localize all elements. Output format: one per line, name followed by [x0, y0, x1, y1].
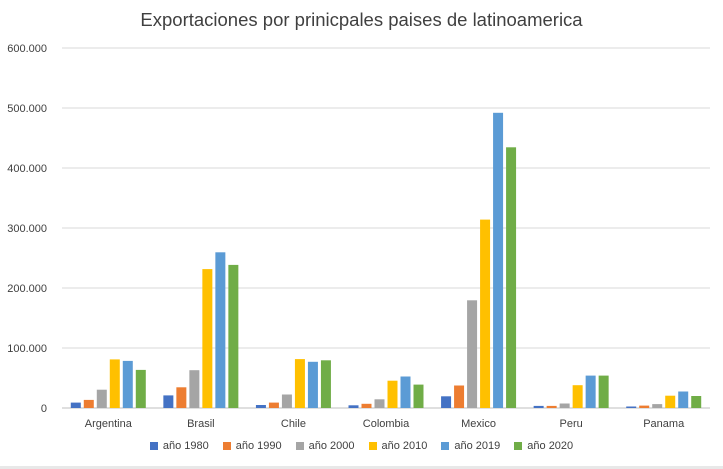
- bar-brasil-año-2010: [202, 269, 213, 408]
- legend-swatch: [222, 442, 231, 450]
- bar-chile-año-1990: [268, 402, 279, 408]
- bar-peru-año-2020: [598, 375, 609, 408]
- legend-label: año 2019: [454, 440, 501, 452]
- y-tick-label: 0: [41, 403, 47, 415]
- bar-argentina-año-2000: [96, 389, 107, 408]
- y-tick-label: 600.000: [7, 43, 47, 55]
- x-tick-label: Peru: [560, 418, 583, 430]
- legend: año 1980 año 1990 año 2000 año 2010 año 2019…: [0, 440, 723, 452]
- bar-panama-año-2010: [665, 395, 676, 408]
- x-tick-label: Colombia: [363, 418, 410, 430]
- bar-brasil-año-1980: [163, 395, 174, 408]
- bar-argentina-año-1980: [70, 402, 81, 408]
- bar-peru-año-2010: [572, 385, 583, 408]
- bar-mexico-año-1980: [441, 396, 452, 408]
- bar-panama-año-1990: [639, 405, 650, 408]
- bar-argentina-año-2019: [122, 360, 133, 408]
- bar-mexico-año-2010: [480, 219, 491, 408]
- y-tick-label: 200.000: [7, 283, 47, 295]
- x-tick-label: Mexico: [461, 418, 496, 430]
- bar-colombia-año-2020: [413, 384, 424, 408]
- bar-chile-año-2000: [281, 394, 292, 408]
- bar-chile-año-2010: [294, 359, 305, 408]
- legend-label: año 2000: [308, 440, 355, 452]
- legend-label: año 1980: [162, 440, 209, 452]
- bar-colombia-año-2000: [374, 399, 385, 408]
- legend-item: año 2019: [441, 440, 500, 452]
- bar-mexico-año-1990: [454, 385, 465, 408]
- y-tick-label: 500.000: [7, 103, 47, 115]
- bar-panama-año-2000: [652, 404, 663, 408]
- x-tick-label: Brasil: [187, 418, 215, 430]
- bar-mexico-año-2020: [506, 147, 517, 409]
- legend-swatch: [368, 442, 377, 450]
- legend-swatch: [514, 442, 523, 450]
- bar-argentina-año-2010: [109, 359, 120, 408]
- bar-chile-año-2019: [307, 361, 318, 408]
- bar-argentina-año-1990: [83, 399, 94, 408]
- x-tick-label: Chile: [281, 418, 306, 430]
- legend-item: año 1990: [222, 440, 282, 452]
- legend-swatch: [149, 442, 158, 450]
- bar-brasil-año-1990: [176, 387, 187, 408]
- bar-colombia-año-2019: [400, 376, 411, 408]
- bar-brasil-año-2019: [215, 252, 226, 408]
- bar-panama-año-2019: [678, 391, 689, 408]
- bar-brasil-año-2020: [228, 264, 239, 408]
- legend-item: año 2000: [295, 440, 355, 452]
- legend-item: año 2010: [368, 440, 428, 452]
- bar-mexico-año-2000: [467, 300, 478, 408]
- legend-swatch: [441, 442, 450, 450]
- bar-colombia-año-1980: [348, 405, 359, 408]
- bar-mexico-año-2019: [493, 112, 504, 409]
- bar-peru-año-2000: [559, 403, 570, 408]
- legend-label: año 2020: [527, 440, 574, 452]
- bar-peru-año-1980: [533, 405, 544, 408]
- bar-panama-año-2020: [691, 396, 702, 408]
- bar-brasil-año-2000: [189, 370, 200, 408]
- bottom-divider: [0, 466, 723, 469]
- y-tick-label: 400.000: [7, 163, 47, 175]
- x-tick-label: Panama: [643, 418, 685, 430]
- y-tick-label: 100.000: [7, 343, 47, 355]
- bar-chile-año-1980: [255, 405, 266, 408]
- bar-colombia-año-2010: [387, 380, 398, 408]
- bar-colombia-año-1990: [361, 403, 372, 408]
- legend-item: año 1980: [149, 440, 209, 452]
- bar-argentina-año-2020: [135, 369, 146, 408]
- bar-chile-año-2020: [320, 360, 331, 408]
- legend-item: año 2020: [514, 440, 573, 452]
- bar-panama-año-1980: [626, 406, 637, 408]
- y-tick-label: 300.000: [7, 223, 47, 235]
- x-tick-label: Argentina: [85, 418, 133, 430]
- bar-peru-año-1990: [546, 405, 557, 408]
- chart-title: Exportaciones por prinicpales paises de …: [140, 9, 583, 30]
- legend-swatch: [295, 442, 304, 450]
- legend-label: año 2010: [381, 440, 428, 452]
- bar-peru-año-2019: [585, 375, 596, 408]
- legend-label: año 1990: [235, 440, 282, 452]
